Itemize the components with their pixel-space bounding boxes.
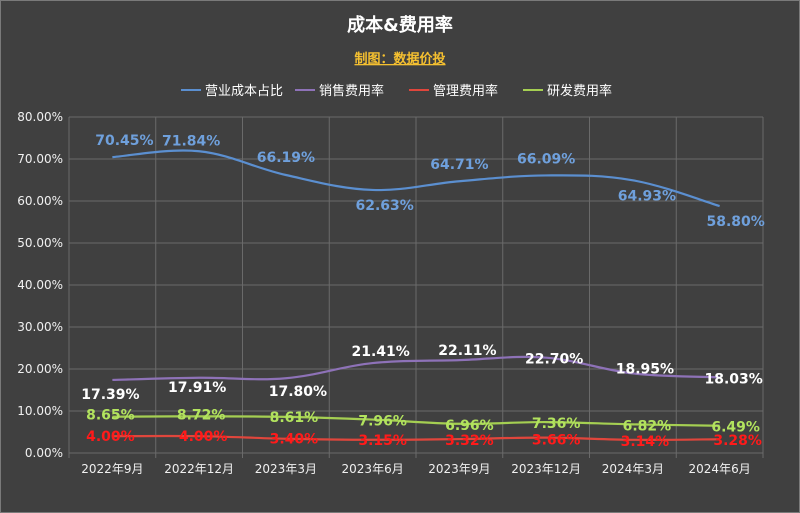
x-tick-label: 2023年12月	[511, 462, 581, 476]
x-tick-label: 2022年12月	[164, 462, 234, 476]
data-label: 71.84%	[162, 133, 220, 149]
data-label: 17.39%	[81, 387, 139, 403]
data-label: 18.95%	[616, 361, 674, 377]
data-label: 64.71%	[430, 157, 488, 173]
x-tick-label: 2023年3月	[255, 462, 317, 476]
data-label: 62.63%	[355, 198, 413, 214]
x-tick-label: 2024年3月	[602, 462, 664, 476]
legend-label: 销售费用率	[319, 83, 384, 99]
series-lines	[112, 149, 720, 441]
data-label: 22.11%	[438, 343, 496, 359]
data-label: 64.93%	[618, 188, 676, 204]
data-label: 22.70%	[525, 352, 583, 368]
legend-label: 管理费用率	[433, 83, 498, 99]
y-tick-label: 70.00%	[17, 152, 63, 166]
data-label: 70.45%	[95, 133, 153, 149]
x-tick-label: 2023年9月	[428, 462, 490, 476]
y-tick-label: 0.00%	[25, 446, 63, 460]
chart-gridlines	[68, 116, 764, 458]
series-line	[112, 434, 720, 441]
y-tick-label: 80.00%	[17, 110, 63, 124]
y-tick-label: 20.00%	[17, 362, 63, 376]
data-label: 4.00%	[179, 429, 228, 445]
data-label: 3.15%	[358, 433, 407, 449]
data-label: 8.72%	[177, 407, 226, 423]
chart-title: 成本&费用率	[347, 14, 453, 36]
data-label: 7.36%	[532, 416, 581, 432]
data-label: 18.03%	[704, 371, 762, 387]
data-label: 6.49%	[711, 420, 760, 436]
y-tick-label: 10.00%	[17, 404, 63, 418]
series-line	[112, 149, 720, 208]
data-label: 4.00%	[86, 429, 135, 445]
x-axis: 2022年9月 2022年12月 2023年3月 2023年6月 2023年9月 2023…	[81, 462, 750, 476]
x-tick-label: 2023年6月	[342, 462, 404, 476]
y-tick-label: 50.00%	[17, 236, 63, 250]
series-line	[112, 415, 720, 427]
data-label: 17.80%	[269, 384, 327, 400]
chart-legend: 营业成本占比 销售费用率 管理费用率 研发费用率	[181, 83, 612, 99]
data-label: 6.82%	[623, 418, 672, 434]
data-label: 3.66%	[532, 433, 581, 449]
data-label: 6.96%	[445, 418, 494, 434]
legend-label: 研发费用率	[547, 83, 612, 99]
y-tick-label: 40.00%	[17, 278, 63, 292]
x-tick-label: 2024年6月	[689, 462, 751, 476]
data-label: 7.96%	[358, 414, 407, 430]
data-label: 3.14%	[621, 434, 670, 450]
legend-label: 营业成本占比	[205, 84, 283, 99]
data-label: 3.28%	[713, 433, 762, 449]
data-label: 58.80%	[706, 214, 764, 230]
chart-subtitle: 制图：数据价投	[354, 51, 445, 67]
data-labels: 70.45% 71.84% 66.19% 62.63% 64.71% 66.09% 64.9…	[81, 133, 765, 450]
data-label: 8.65%	[86, 408, 135, 424]
y-axis: 0.00% 10.00% 20.00% 30.00% 40.00% 50.00% 60.00…	[17, 110, 63, 460]
data-label: 8.61%	[270, 410, 319, 426]
y-tick-label: 60.00%	[17, 194, 63, 208]
data-label: 3.40%	[270, 432, 319, 448]
data-label: 66.19%	[257, 150, 315, 166]
data-label: 3.32%	[445, 433, 494, 449]
data-label: 21.41%	[351, 344, 409, 360]
y-tick-label: 30.00%	[17, 320, 63, 334]
series-line	[112, 355, 720, 382]
data-label: 66.09%	[517, 151, 575, 167]
data-label: 17.91%	[168, 380, 226, 396]
x-tick-label: 2022年9月	[81, 462, 143, 476]
